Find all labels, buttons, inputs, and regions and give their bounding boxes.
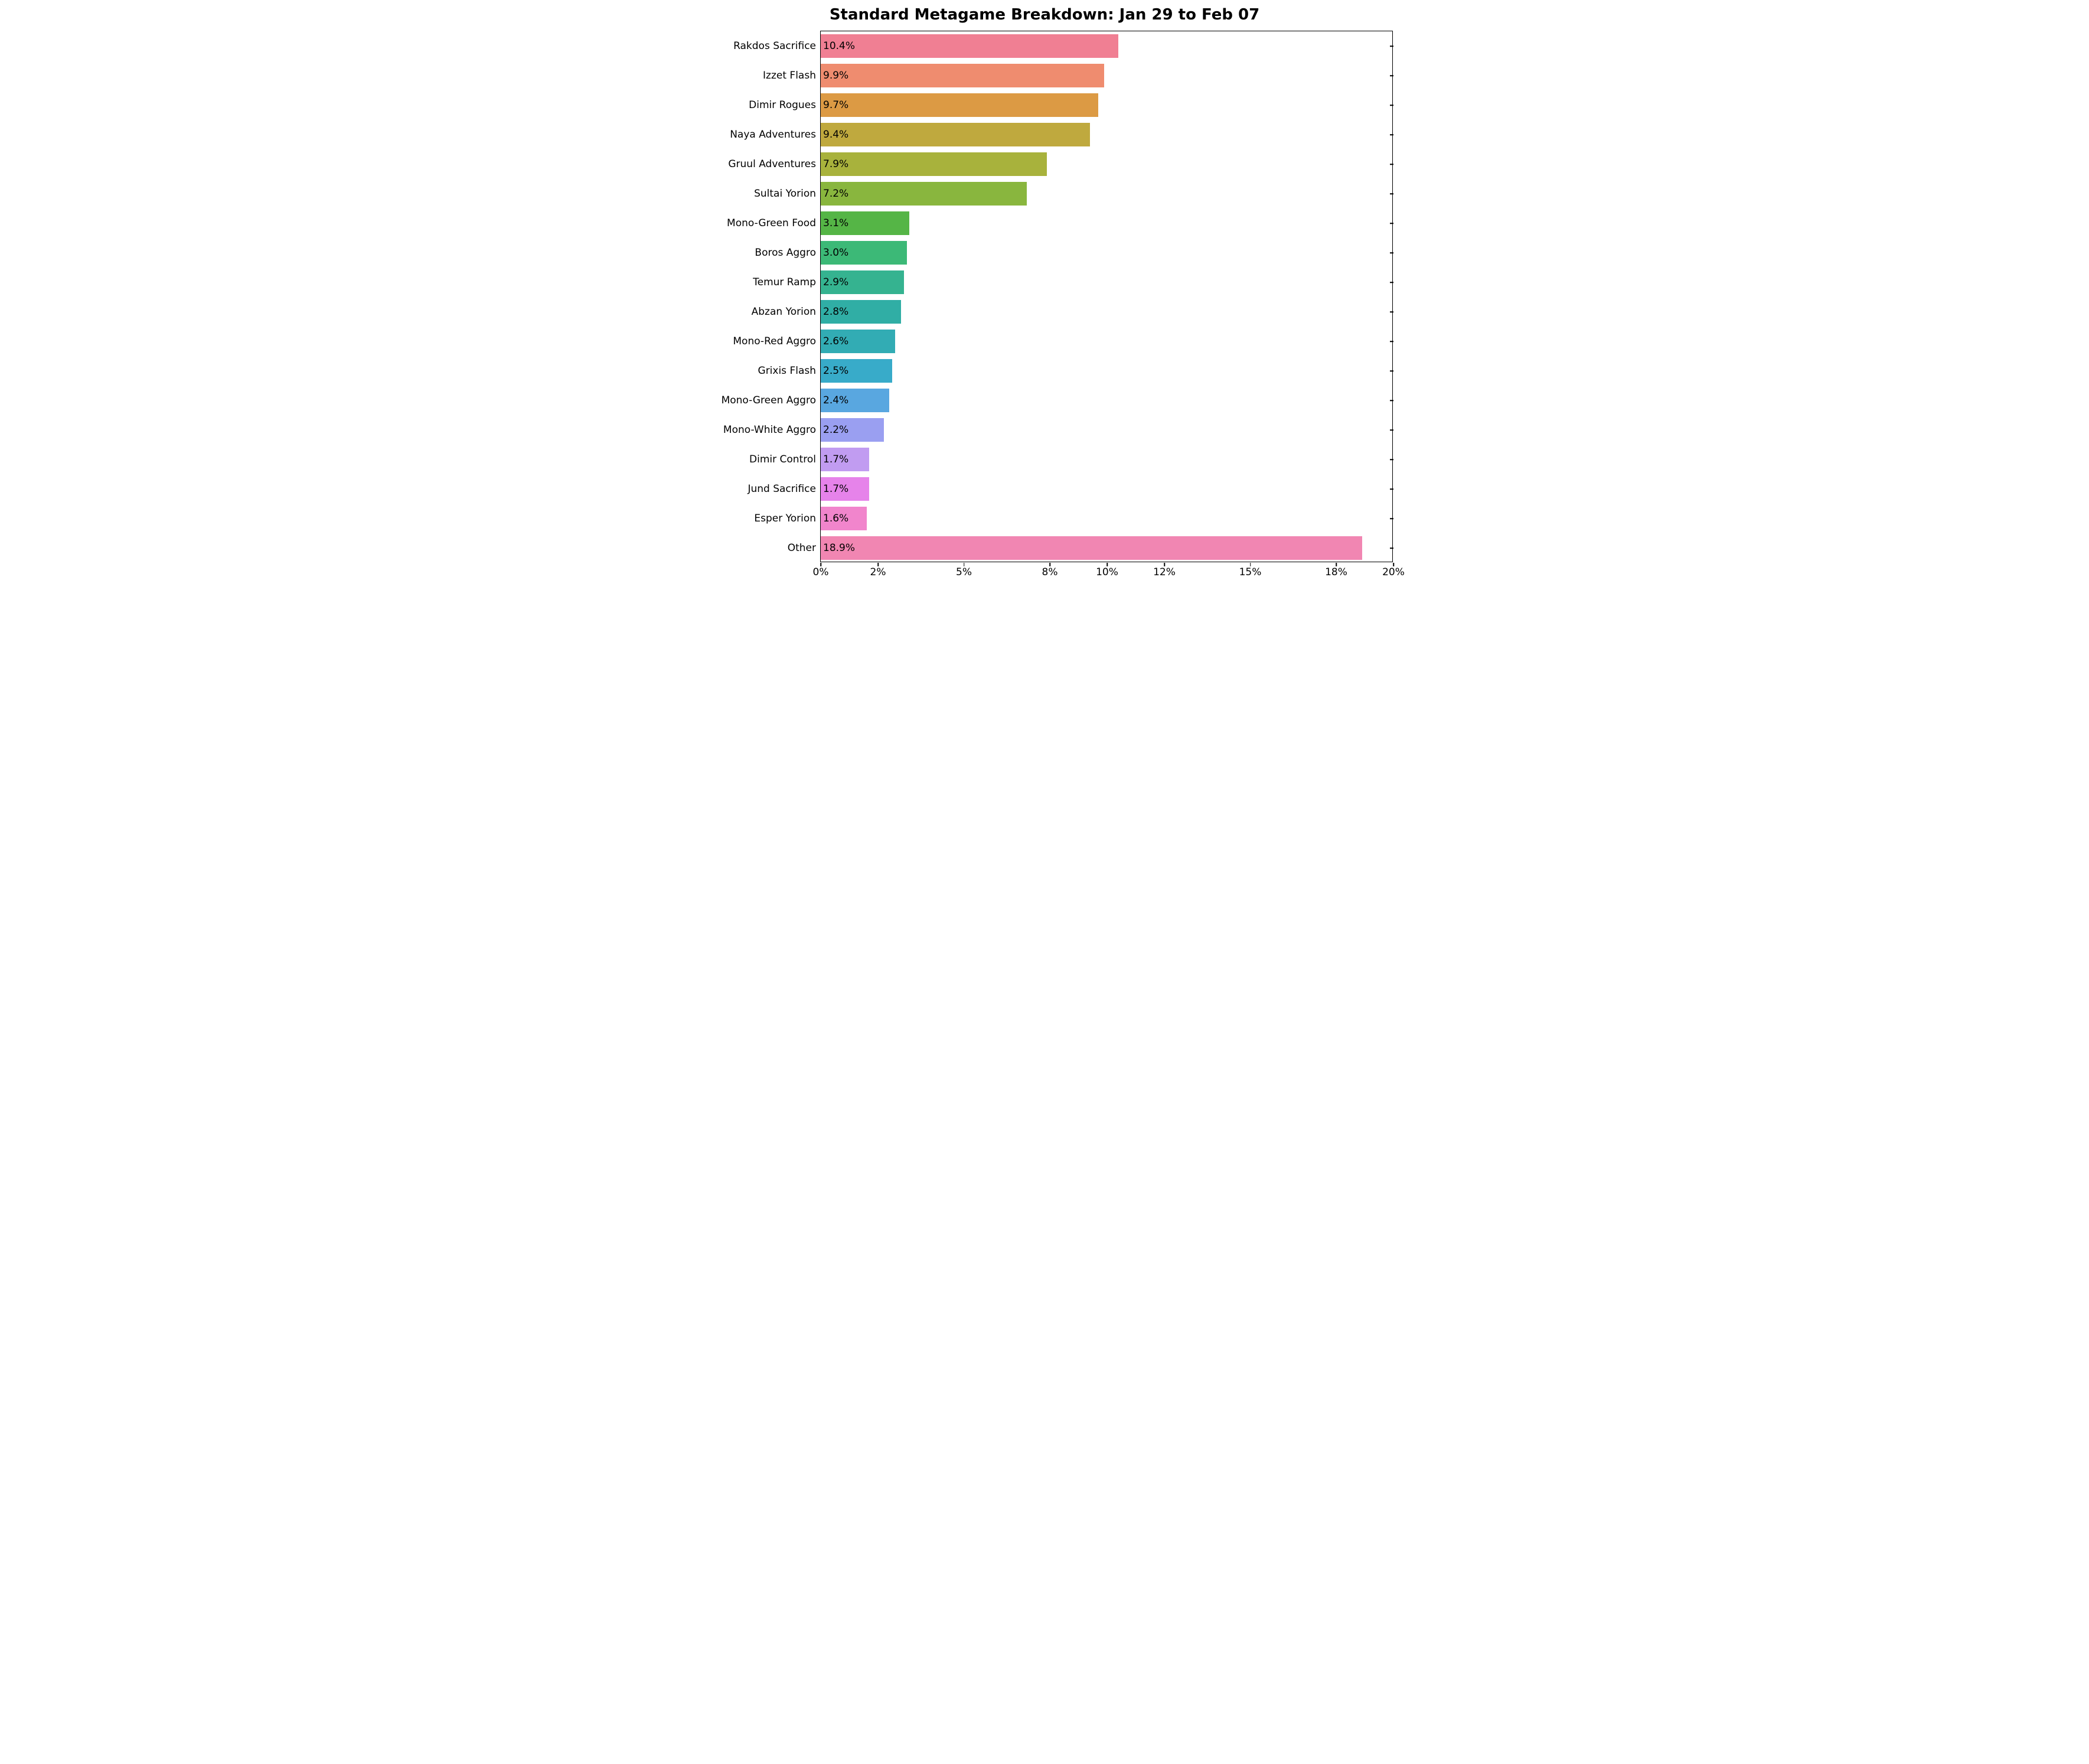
y-tick-mark [1390, 282, 1393, 283]
y-tick-mark [1390, 459, 1393, 460]
y-tick-label: Esper Yorion [754, 513, 821, 524]
y-tick-mark [1390, 488, 1393, 490]
bar-value-label: 7.9% [823, 158, 848, 170]
bar-value-label: 1.7% [823, 483, 848, 495]
bar-value-label: 2.6% [823, 335, 848, 347]
y-tick-label: Temur Ramp [753, 276, 821, 288]
y-tick-label: Dimir Rogues [749, 99, 821, 111]
bar-row: 3.0% [821, 241, 1392, 265]
y-tick-label: Other [788, 542, 821, 554]
bar-row: 1.7% [821, 477, 1392, 501]
x-tick-mark [1164, 563, 1165, 566]
bar-row: 2.8% [821, 300, 1392, 324]
y-tick-mark [1390, 518, 1393, 519]
x-tick-mark [1250, 563, 1251, 566]
bar [821, 536, 1362, 560]
bar-value-label: 7.2% [823, 188, 848, 200]
y-tick-label: Gruul Adventures [728, 158, 821, 170]
y-tick-label: Mono-White Aggro [723, 424, 821, 436]
bar-row: 3.1% [821, 211, 1392, 235]
y-tick-label: Naya Adventures [730, 129, 821, 141]
bar-row: 10.4% [821, 34, 1392, 58]
bar-row: 1.6% [821, 507, 1392, 530]
y-tick-label: Boros Aggro [755, 247, 821, 259]
bars-layer: 10.4% 9.9% 9.7% 9.4% 7.9% 7.2% 3.1% 3.0% 2.9% 2.8… [821, 31, 1392, 562]
y-tick-mark [1390, 429, 1393, 431]
bar-row: 1.7% [821, 448, 1392, 471]
bar [821, 152, 1047, 176]
bar [821, 93, 1098, 117]
bar-value-label: 9.9% [823, 70, 848, 81]
y-tick-label: Jund Sacrifice [748, 483, 821, 495]
y-tick-mark [1390, 400, 1393, 401]
y-tick-mark [1390, 547, 1393, 549]
y-tick-mark [1390, 223, 1393, 224]
y-tick-mark [1390, 370, 1393, 371]
bar-value-label: 3.1% [823, 217, 848, 229]
y-tick-label: Mono-Green Aggro [722, 394, 821, 406]
x-tick-mark [1336, 563, 1337, 566]
y-tick-label: Rakdos Sacrifice [733, 40, 821, 52]
x-tick-mark [1049, 563, 1050, 566]
x-tick-mark [1106, 563, 1108, 566]
bar-value-label: 3.0% [823, 247, 848, 259]
bar-row: 2.4% [821, 389, 1392, 412]
y-tick-mark [1390, 193, 1393, 194]
bar-value-label: 9.7% [823, 99, 848, 111]
y-tick-mark [1390, 75, 1393, 76]
bar-value-label: 2.8% [823, 306, 848, 318]
bar-row: 2.6% [821, 330, 1392, 353]
bar-row: 2.5% [821, 359, 1392, 383]
chart-container: Standard Metagame Breakdown: Jan 29 to F… [696, 0, 1393, 586]
bar-row: 2.9% [821, 270, 1392, 294]
bar-value-label: 18.9% [823, 542, 855, 554]
bar [821, 123, 1090, 146]
bar-row: 9.9% [821, 64, 1392, 87]
y-tick-mark [1390, 45, 1393, 47]
y-tick-label: Mono-Red Aggro [733, 335, 821, 347]
bar-value-label: 2.9% [823, 276, 848, 288]
bar-row: 9.4% [821, 123, 1392, 146]
chart-title: Standard Metagame Breakdown: Jan 29 to F… [708, 6, 1381, 24]
y-tick-mark [1390, 105, 1393, 106]
y-tick-label: Mono-Green Food [727, 217, 821, 229]
y-tick-mark [1390, 252, 1393, 253]
bar-row: 7.9% [821, 152, 1392, 176]
bar-row: 7.2% [821, 182, 1392, 206]
bar [821, 64, 1104, 87]
bar-value-label: 2.5% [823, 365, 848, 377]
bar [821, 34, 1118, 58]
x-tick-mark [964, 563, 965, 566]
bar-row: 18.9% [821, 536, 1392, 560]
bar-value-label: 2.4% [823, 394, 848, 406]
y-tick-label: Sultai Yorion [754, 188, 821, 200]
y-tick-mark [1390, 134, 1393, 135]
bar-value-label: 9.4% [823, 129, 848, 141]
plot-area: 10.4% 9.9% 9.7% 9.4% 7.9% 7.2% 3.1% 3.0% 2.9% 2.8… [820, 31, 1393, 562]
bar-value-label: 1.7% [823, 454, 848, 465]
y-tick-label: Abzan Yorion [752, 306, 821, 318]
y-tick-mark [1390, 311, 1393, 312]
x-tick-mark [1393, 563, 1394, 566]
y-tick-label: Izzet Flash [763, 70, 821, 81]
y-tick-label: Dimir Control [749, 454, 821, 465]
bar-row: 9.7% [821, 93, 1392, 117]
y-tick-label: Grixis Flash [758, 365, 821, 377]
x-tick-mark [820, 563, 821, 566]
bar-value-label: 2.2% [823, 424, 848, 436]
y-tick-mark [1390, 164, 1393, 165]
x-tick-mark [877, 563, 879, 566]
bar-row: 2.2% [821, 418, 1392, 442]
bar-value-label: 10.4% [823, 40, 855, 52]
y-tick-mark [1390, 341, 1393, 342]
bar-value-label: 1.6% [823, 513, 848, 524]
bar [821, 182, 1027, 206]
